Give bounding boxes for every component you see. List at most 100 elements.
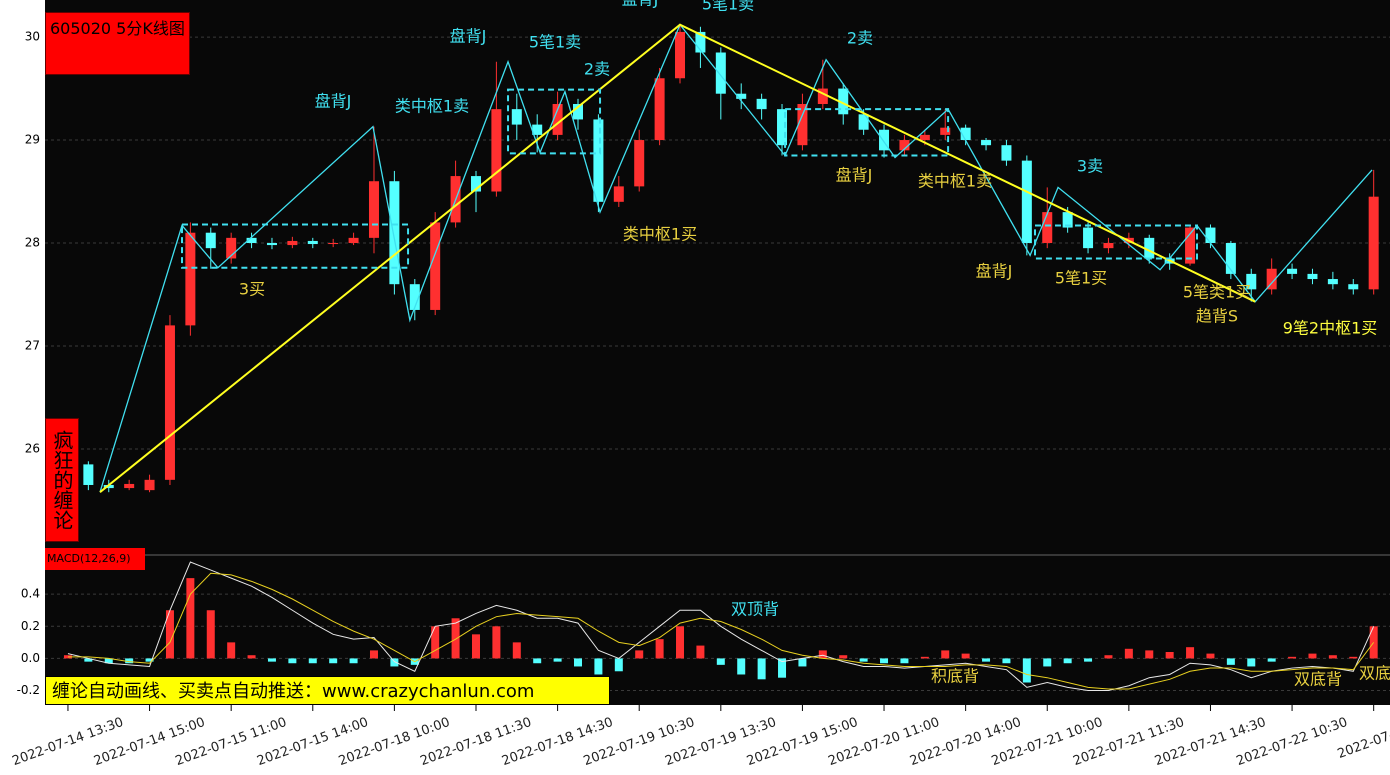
- macd-bar: [900, 658, 909, 664]
- macd-title: MACD(12,26,9): [45, 548, 145, 570]
- macd-bar: [1165, 652, 1174, 659]
- macd-bar: [961, 653, 970, 659]
- macd-bar: [1349, 656, 1358, 659]
- macd-bar: [165, 610, 174, 659]
- candle-body: [1001, 145, 1012, 161]
- y-tick-label: 0.2: [21, 619, 40, 633]
- pen-line: [99, 23, 1373, 493]
- annotation: 盘背J: [622, 0, 659, 9]
- candle-body: [1327, 279, 1338, 285]
- macd-bar: [247, 655, 256, 659]
- candle-body: [1185, 227, 1196, 264]
- candle-body: [736, 93, 747, 99]
- macd-bar: [1104, 655, 1113, 659]
- candle-body: [593, 119, 604, 202]
- segment-line: [99, 23, 1256, 493]
- candle-body: [103, 484, 114, 489]
- macd-bar: [941, 650, 950, 659]
- y-tick-label: 30: [25, 30, 40, 44]
- annotation: 5笔类1买: [1183, 283, 1251, 302]
- y-tick-label: 27: [25, 338, 40, 352]
- candle-body: [634, 140, 645, 187]
- candle-body: [124, 483, 135, 489]
- candle-body: [1144, 237, 1155, 259]
- annotation: 类中枢1卖: [395, 97, 469, 116]
- candle-body: [287, 240, 298, 246]
- candle-body: [797, 103, 808, 146]
- candle-body: [1062, 212, 1073, 228]
- macd-bar: [390, 658, 399, 667]
- candle-body: [83, 464, 94, 485]
- candle-body: [777, 109, 788, 146]
- candle-body: [1246, 273, 1257, 290]
- candle-body: [348, 237, 359, 244]
- y-tick-label: 26: [25, 441, 40, 455]
- candle-body: [185, 232, 196, 326]
- macd-bar: [451, 618, 460, 659]
- candle-body: [1307, 273, 1318, 280]
- candle-body: [552, 103, 563, 135]
- macd-bar: [574, 658, 583, 667]
- macd-bar: [1084, 658, 1093, 662]
- candle-body: [940, 127, 951, 135]
- candle-body: [389, 181, 400, 285]
- macd-bar: [1063, 658, 1072, 664]
- candle-body: [1348, 284, 1359, 290]
- plot-background: [45, 0, 1390, 705]
- candle-body: [981, 140, 992, 146]
- macd-bar: [267, 658, 276, 662]
- annotation: 双顶背: [731, 600, 779, 619]
- candle-body: [307, 240, 318, 245]
- candle-body: [226, 237, 237, 259]
- macd-bar: [145, 658, 154, 662]
- macd-bar: [737, 658, 746, 675]
- macd-bar: [818, 650, 827, 659]
- candle-body: [511, 109, 522, 125]
- annotation: 9笔2中枢1买: [1283, 319, 1378, 338]
- candle-body: [1042, 212, 1053, 244]
- macd-bar: [349, 658, 358, 664]
- macd-bar: [104, 658, 113, 664]
- candle-body: [879, 129, 890, 151]
- annotation: 2卖: [584, 60, 610, 79]
- y-tick-label: -0.2: [17, 683, 40, 697]
- macd-bar: [696, 645, 705, 659]
- macd-bar: [1247, 658, 1256, 667]
- annotation: 5笔1卖: [529, 33, 581, 52]
- annotation: 盘背J: [976, 262, 1013, 281]
- candle-body: [715, 52, 726, 94]
- candle-body: [1021, 160, 1032, 244]
- macd-bar: [533, 658, 542, 664]
- candle-body: [328, 243, 339, 245]
- candle-body: [838, 88, 849, 115]
- candle-body: [368, 181, 379, 238]
- macd-bar: [492, 626, 501, 659]
- candle-body: [205, 232, 216, 249]
- chart-title: 605020 5分K线图: [45, 12, 190, 75]
- annotation: 3买: [239, 280, 265, 299]
- candle-body: [695, 31, 706, 53]
- macd-bar: [1186, 647, 1195, 659]
- price-panel: 盘背J类中枢1卖3买盘背J5笔1卖2卖类中枢1买盘背J5笔1卖2卖盘背J类中枢1…: [45, 0, 1390, 493]
- annotation: 盘背J: [315, 92, 352, 111]
- candle-body: [1266, 268, 1277, 290]
- candle-body: [756, 98, 767, 110]
- candle-body: [266, 243, 277, 246]
- annotation: 盘背J: [836, 166, 873, 185]
- annotation: 类中枢1卖: [918, 172, 992, 191]
- macd-bar: [1043, 658, 1052, 667]
- annotation: 3卖: [1077, 157, 1103, 176]
- annotation: 类中枢1买: [623, 225, 697, 244]
- hub-box: [1034, 224, 1198, 260]
- macd-bar: [1328, 655, 1337, 659]
- macd-bar: [635, 650, 644, 659]
- candle-body: [1287, 268, 1298, 274]
- y-tick-label: 0.0: [21, 651, 40, 665]
- macd-bar: [288, 658, 297, 664]
- watermark: 疯狂的缠论: [45, 418, 79, 542]
- macd-bar: [614, 658, 623, 672]
- macd-bar: [471, 634, 480, 659]
- candle-body: [960, 127, 971, 141]
